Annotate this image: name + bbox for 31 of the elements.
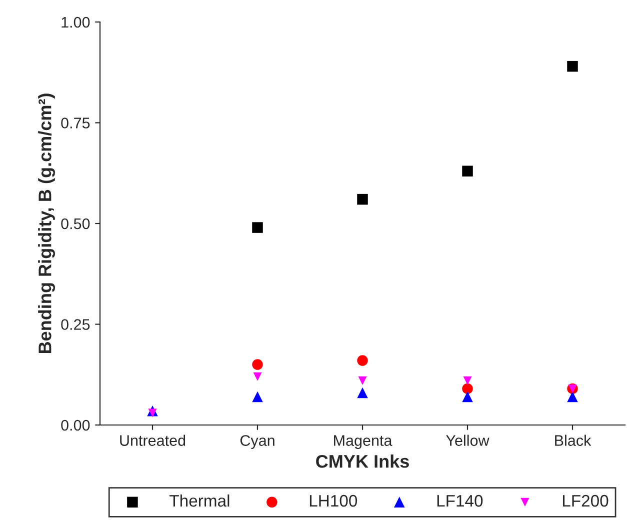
point [358,376,367,385]
x-tick-label: Black [555,434,592,446]
y-axis-title: Bending Rigidity, B (g.cm/cm²) [38,94,55,354]
point [357,355,368,366]
x-tick-label: Yellow [446,434,490,446]
point [462,391,473,402]
legend-label: LF140 [437,494,483,507]
point [253,372,262,381]
x-axis-title: CMYK Inks [316,454,409,468]
point [463,376,472,385]
point [462,166,473,176]
legend-label: LH100 [310,494,358,507]
x-tick-label: Untreated [120,434,186,446]
y-tick-label: 0.25 [61,319,90,330]
point [148,408,157,418]
point [567,391,578,402]
legend-label: LF200 [562,494,608,507]
point [357,194,368,205]
point [462,383,473,394]
point [252,359,263,370]
legend-label: Thermal [170,494,230,507]
y-tick-label: 0.50 [61,218,90,230]
point [357,387,368,398]
point [252,391,263,402]
y-tick-label: 0.75 [61,118,90,128]
y-tick-label: 1.00 [62,16,90,28]
x-tick-label: Cyan [240,435,274,449]
y-tick-label: 0.00 [61,420,90,431]
x-tick-label: Magenta [334,435,392,449]
point [567,60,578,72]
point [252,222,263,233]
